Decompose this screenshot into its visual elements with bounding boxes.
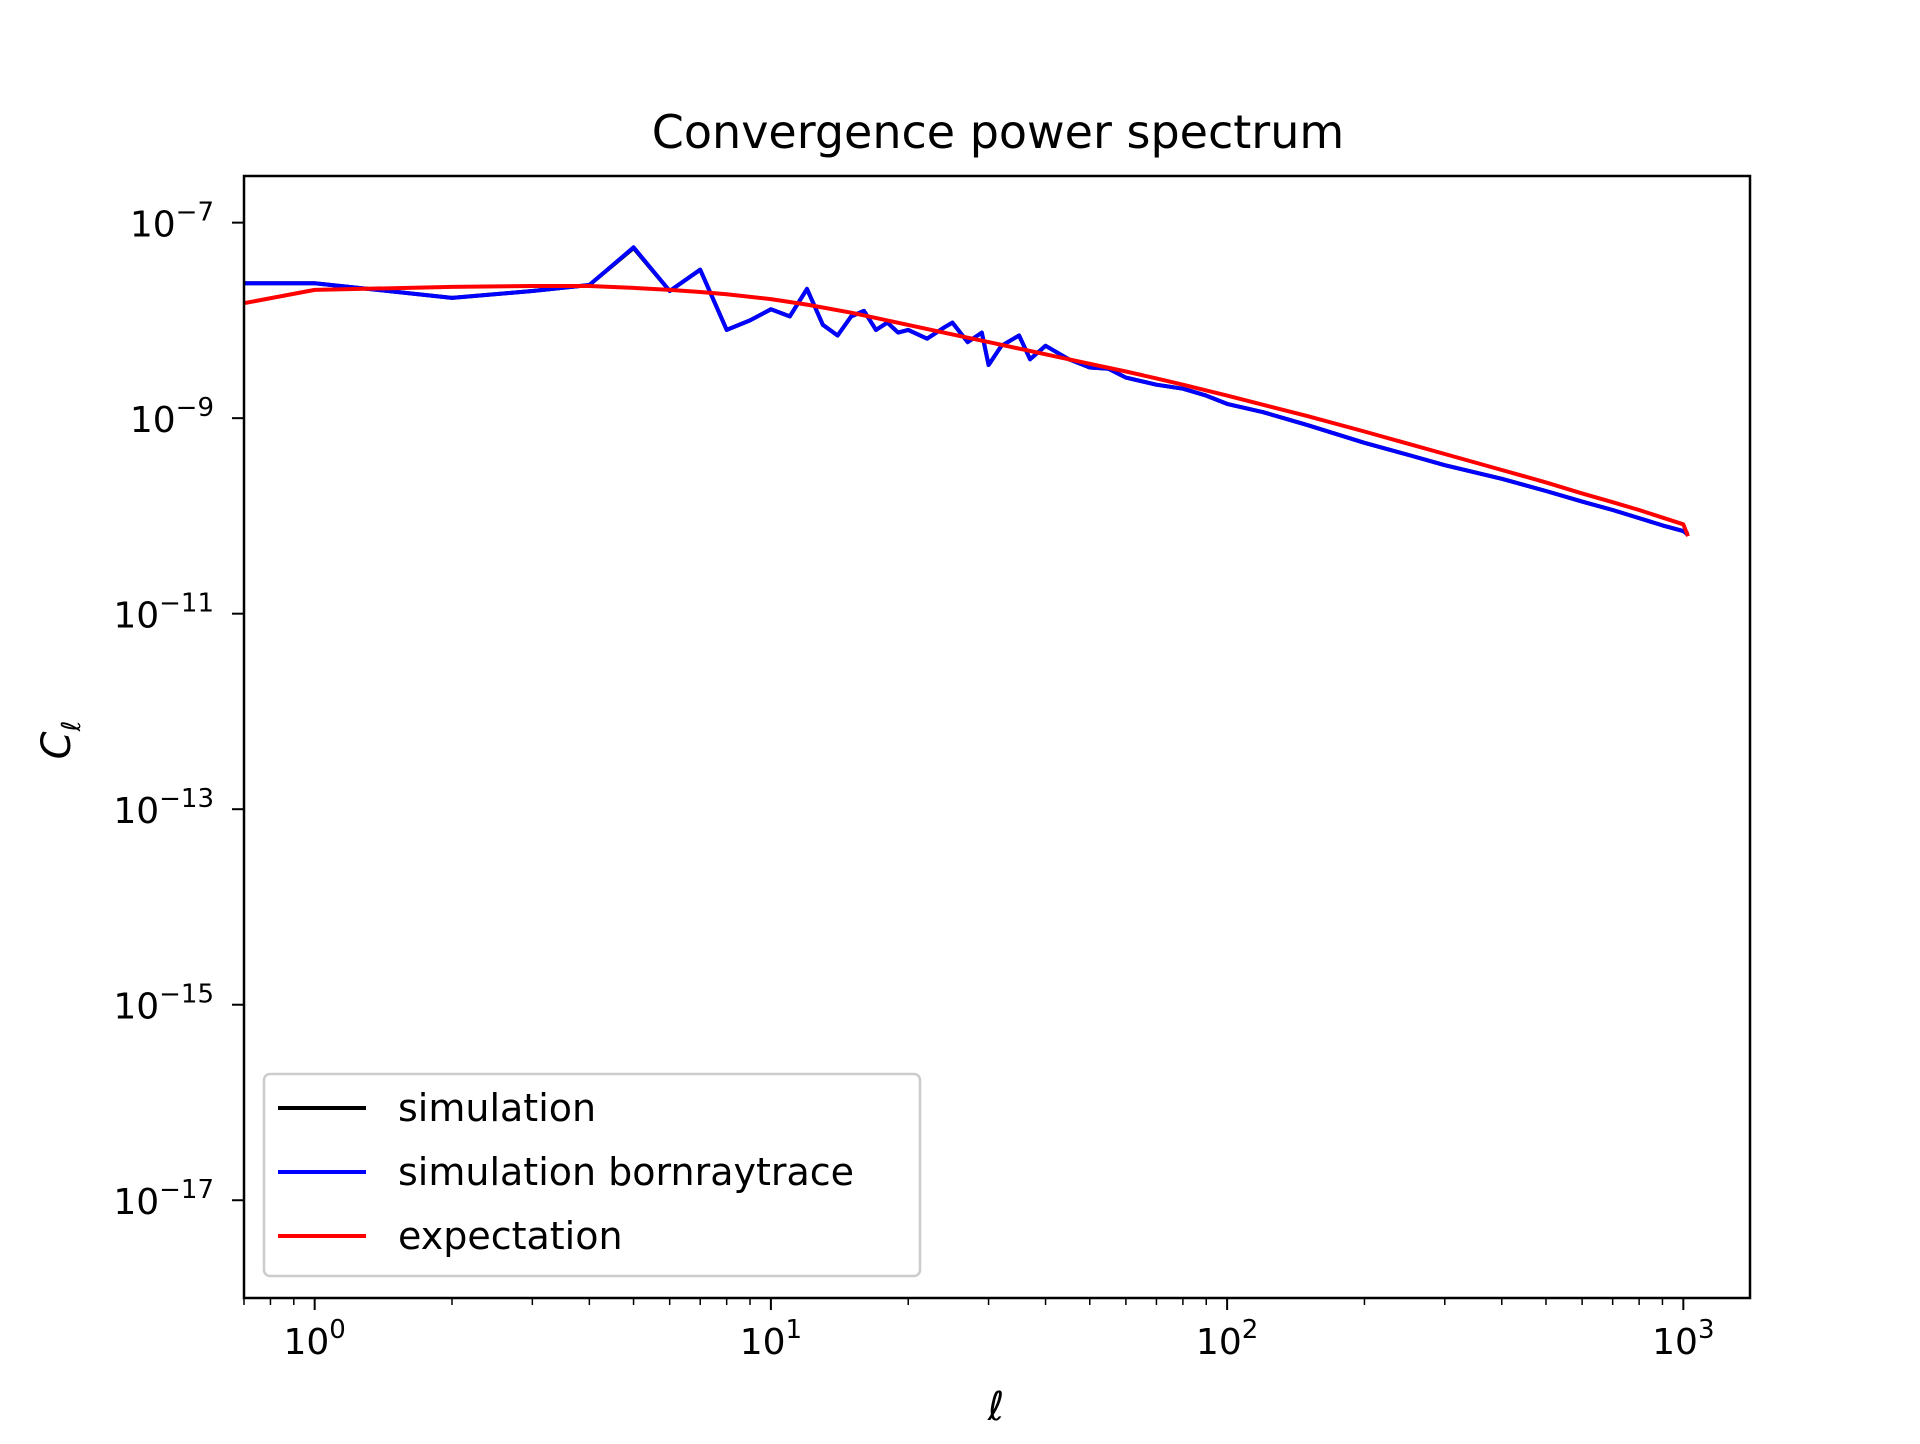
y-axis-label: Cℓ	[34, 721, 87, 760]
legend-box	[262, 1072, 922, 1278]
x-axis-label: ℓ	[987, 1384, 1005, 1430]
y-tick-label: 10−13	[113, 784, 214, 832]
series-line-simulation-bornraytrace	[244, 245, 1690, 537]
legend-label: simulation	[398, 1086, 596, 1130]
ticks-layer: 100 101 102 103 10−7 10−9 10−11 10−13 10−15 10−17	[113, 198, 1714, 1363]
x-tick-label: 100	[283, 1315, 345, 1363]
x-tick-label: 101	[740, 1315, 802, 1363]
y-tick-label: 10−17	[113, 1175, 214, 1223]
x-tick-label: 102	[1196, 1315, 1258, 1363]
y-tick-label: 10−15	[113, 980, 214, 1028]
series-line-expectation	[244, 284, 1690, 537]
y-tick-label: 10−7	[130, 198, 214, 246]
legend: simulation simulation bornraytrace expecta…	[262, 1072, 922, 1278]
x-tick-label: 103	[1652, 1315, 1714, 1363]
y-tick-label: 10−11	[113, 589, 214, 637]
legend-label: simulation bornraytrace	[398, 1150, 854, 1194]
y-tick-label: 10−9	[130, 393, 214, 441]
chart-title: Convergence power spectrum	[652, 105, 1344, 159]
plot-frame	[242, 174, 1752, 1300]
series-layer	[244, 245, 1690, 537]
legend-label: expectation	[398, 1214, 623, 1258]
